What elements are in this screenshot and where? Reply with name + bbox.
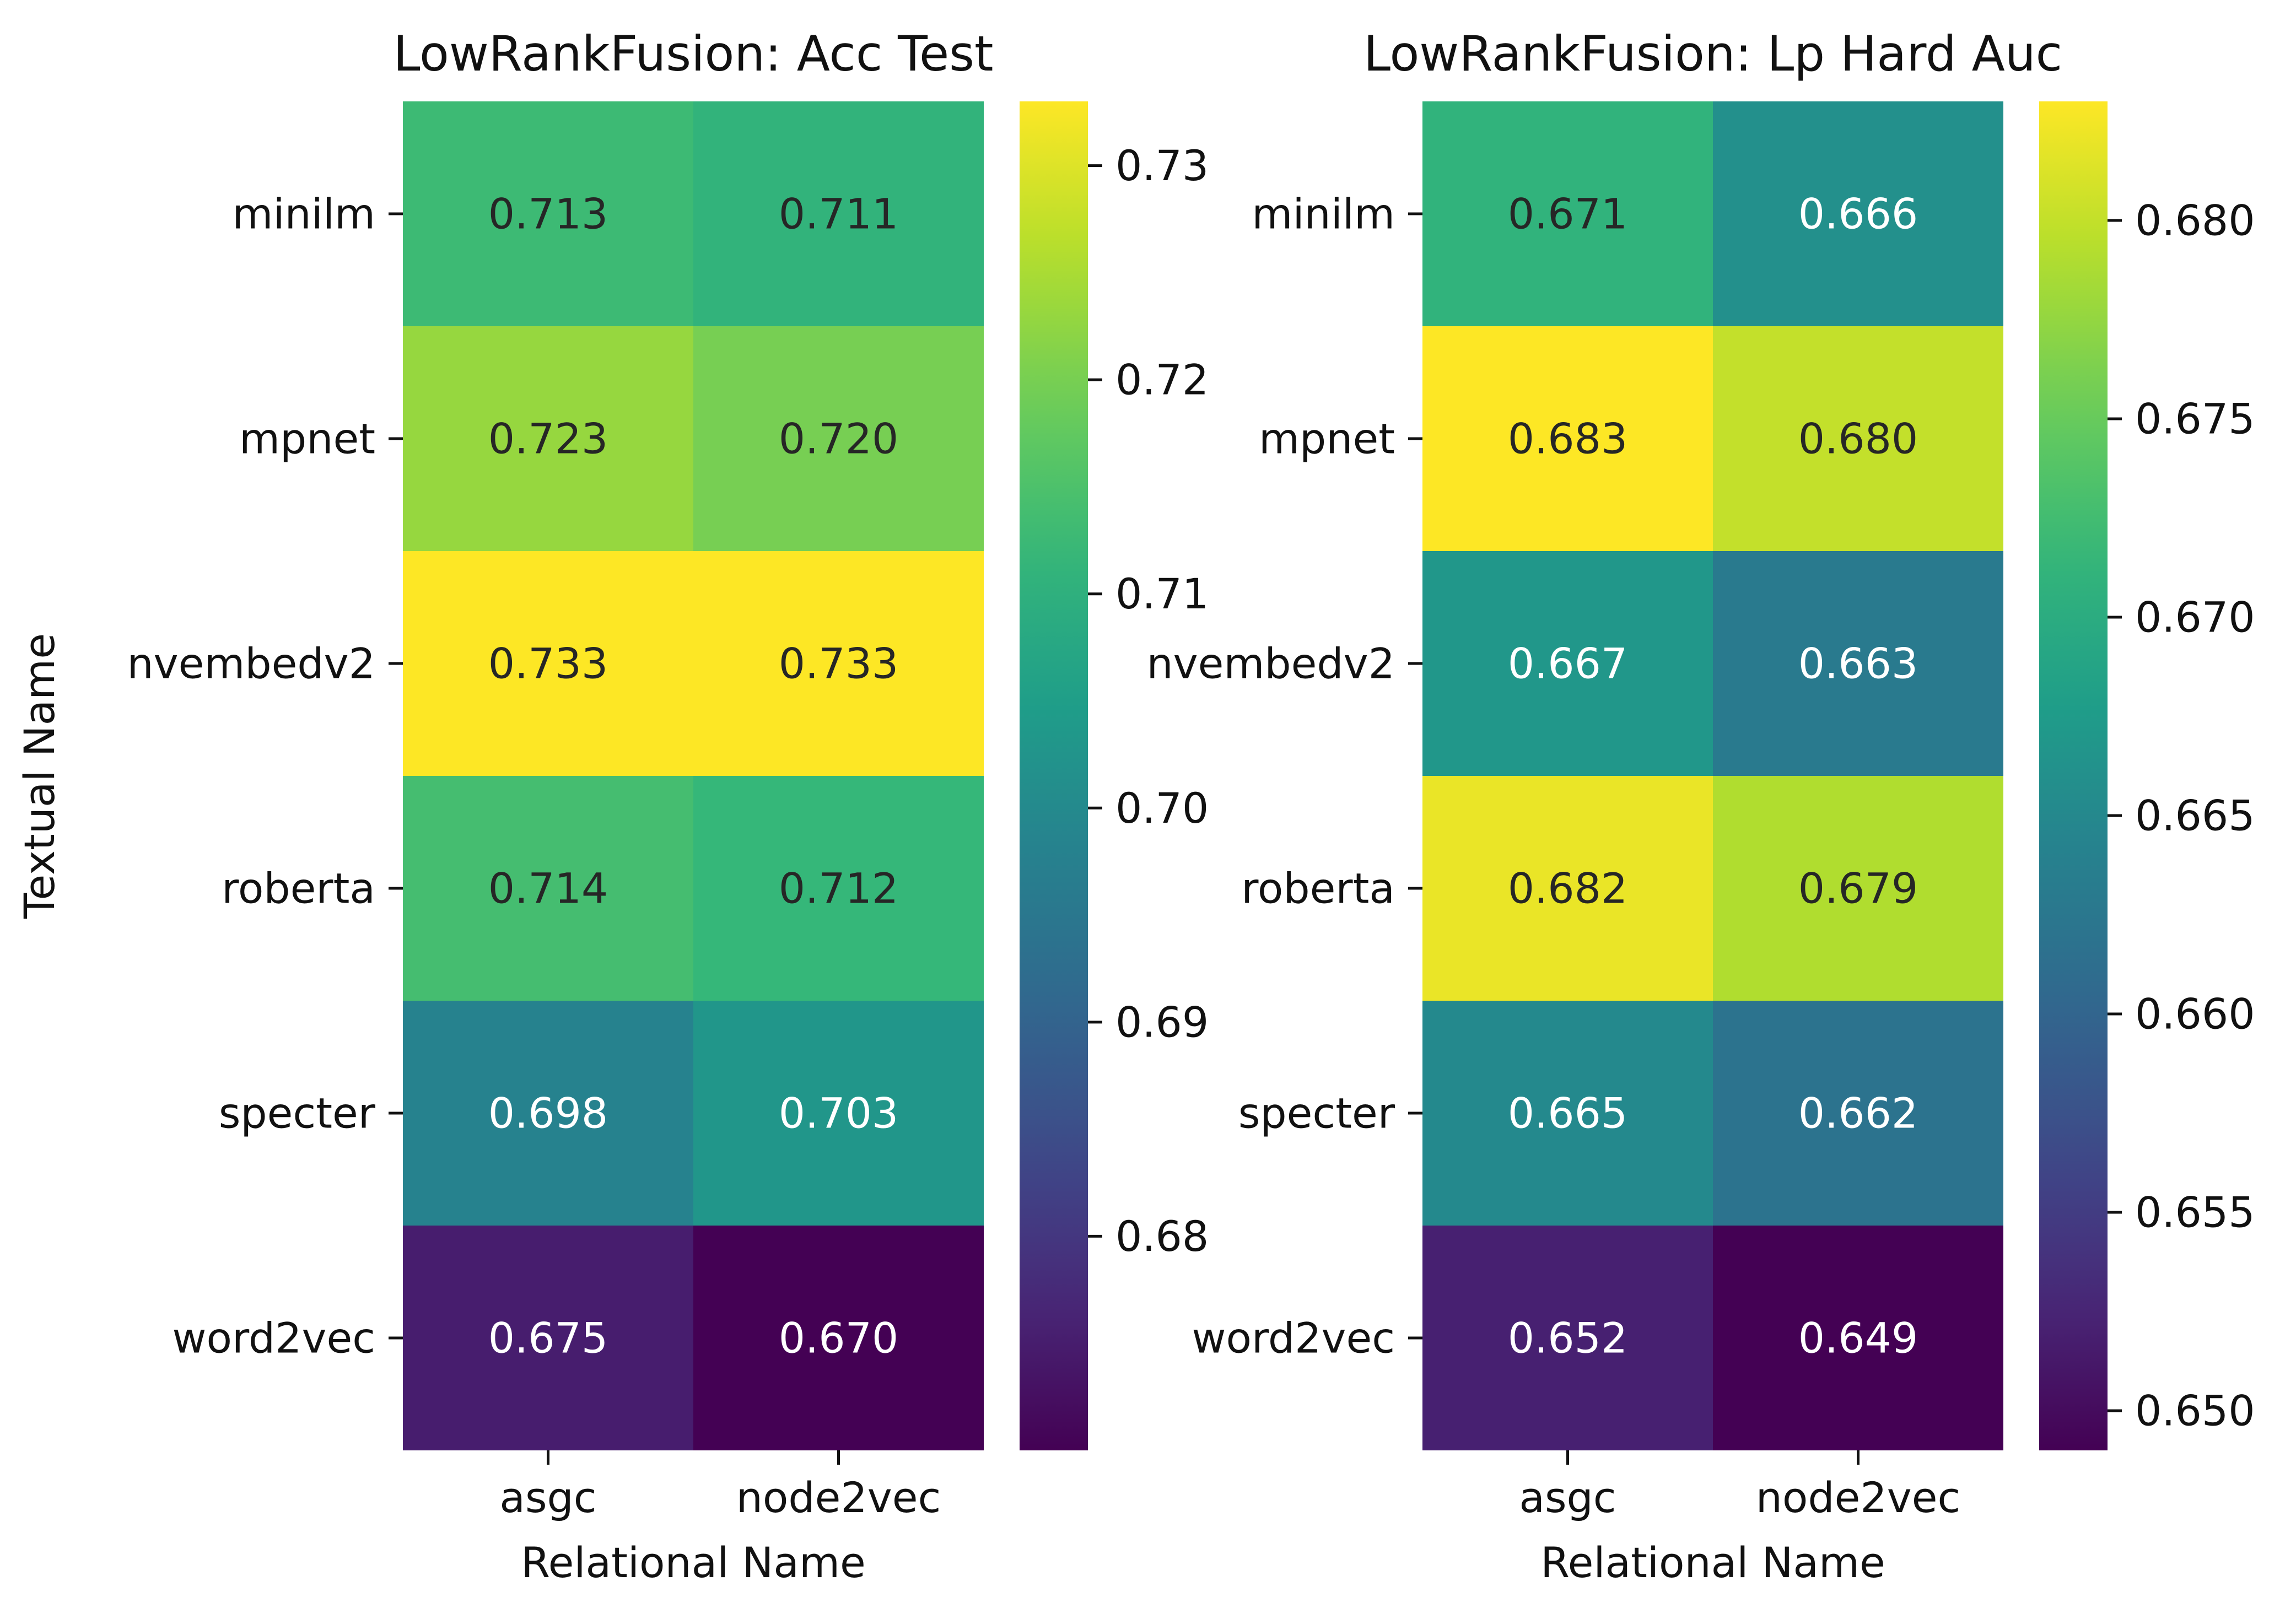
- colorbar-tick-label: 0.73: [1115, 141, 1209, 190]
- heatmap-cell: [1713, 326, 2003, 551]
- colorbar-tick-label: 0.675: [2135, 395, 2255, 444]
- heatmap-cell: [1422, 101, 1713, 326]
- cell-value-label: 0.733: [779, 639, 899, 688]
- heatmap-cell: [693, 1001, 984, 1226]
- y-tick-label: roberta: [1241, 864, 1395, 913]
- cell-value-label: 0.703: [779, 1089, 899, 1138]
- cell-value-label: 0.723: [488, 414, 608, 463]
- colorbar-tick-label: 0.69: [1115, 997, 1209, 1046]
- heatmap-cell: [1713, 776, 2003, 1001]
- y-tick-label: roberta: [222, 864, 375, 913]
- y-tick-label: nvembedv2: [1146, 639, 1395, 688]
- cell-value-label: 0.662: [1798, 1089, 1918, 1138]
- cell-value-label: 0.712: [779, 864, 899, 913]
- heatmap-cell: [1422, 551, 1713, 776]
- heatmap-cell: [403, 1001, 693, 1226]
- chart-title: LowRankFusion: Acc Test: [394, 25, 994, 82]
- heatmap-cell: [1422, 326, 1713, 551]
- heatmap-cell: [1713, 551, 2003, 776]
- cell-value-label: 0.711: [779, 190, 899, 239]
- y-tick-label: word2vec: [1192, 1314, 1395, 1363]
- cell-value-label: 0.667: [1508, 639, 1628, 688]
- y-tick-label: mpnet: [1259, 414, 1395, 463]
- y-tick-label: word2vec: [172, 1314, 375, 1363]
- colorbar: [1020, 101, 1088, 1450]
- x-tick-label: node2vec: [1756, 1473, 1961, 1522]
- colorbar-tick-label: 0.72: [1115, 355, 1209, 404]
- colorbar-tick-label: 0.655: [2135, 1188, 2255, 1237]
- heatmap-cell: [1422, 776, 1713, 1001]
- colorbar-tick-label: 0.680: [2135, 196, 2255, 245]
- cell-value-label: 0.671: [1508, 190, 1628, 239]
- heatmap-panel-acc-test: LowRankFusion: Acc Test 0.713 0.711 0.723 0.…: [15, 25, 1209, 1587]
- y-tick-label: specter: [1238, 1089, 1395, 1138]
- heatmap-cell: [1713, 1226, 2003, 1450]
- y-tick-label: specter: [219, 1089, 376, 1138]
- x-axis-label: Relational Name: [521, 1538, 865, 1587]
- y-tick-label: mpnet: [239, 414, 375, 463]
- cell-value-label: 0.675: [488, 1314, 608, 1363]
- heatmap-cell: [1713, 101, 2003, 326]
- x-tick-label: asgc: [499, 1473, 596, 1522]
- y-tick-label: minilm: [232, 190, 375, 239]
- colorbar-tick-label: 0.670: [2135, 593, 2255, 642]
- heatmap-panel-lp-hard-auc: LowRankFusion: Lp Hard Auc 0.671 0.666 0.68…: [1146, 25, 2255, 1587]
- heatmap-cell: [693, 776, 984, 1001]
- cell-value-label: 0.663: [1798, 639, 1918, 688]
- heatmap-cell: [1422, 1226, 1713, 1450]
- cell-value-label: 0.698: [488, 1089, 608, 1138]
- x-axis-label: Relational Name: [1540, 1538, 1885, 1587]
- cell-value-label: 0.670: [779, 1314, 899, 1363]
- cell-value-label: 0.682: [1508, 864, 1628, 913]
- heatmap-cell: [403, 776, 693, 1001]
- heatmap-cell: [403, 101, 693, 326]
- cell-value-label: 0.713: [488, 190, 608, 239]
- colorbar-tick-label: 0.70: [1115, 784, 1209, 833]
- heatmap-cell: [693, 1226, 984, 1450]
- cell-value-label: 0.733: [488, 639, 608, 688]
- cell-value-label: 0.679: [1798, 864, 1918, 913]
- colorbar-tick-label: 0.660: [2135, 990, 2255, 1039]
- heatmap-cell: [403, 1226, 693, 1450]
- cell-value-label: 0.666: [1798, 190, 1918, 239]
- colorbar-tick-label: 0.665: [2135, 791, 2255, 840]
- chart-title: LowRankFusion: Lp Hard Auc: [1363, 25, 2062, 82]
- colorbar-tick-label: 0.68: [1115, 1212, 1209, 1261]
- cell-value-label: 0.649: [1798, 1314, 1918, 1363]
- heatmap-cell: [1713, 1001, 2003, 1226]
- cell-value-label: 0.680: [1798, 414, 1918, 463]
- heatmap-cell: [1422, 1001, 1713, 1226]
- cell-value-label: 0.652: [1508, 1314, 1628, 1363]
- x-tick-label: node2vec: [736, 1473, 941, 1522]
- cell-value-label: 0.683: [1508, 414, 1628, 463]
- y-axis-label: Textual Name: [15, 633, 64, 919]
- heatmap-cell: [693, 551, 984, 776]
- y-tick-label: minilm: [1252, 190, 1395, 239]
- colorbar-tick-label: 0.650: [2135, 1386, 2255, 1435]
- heatmap-cell: [693, 101, 984, 326]
- x-tick-label: asgc: [1519, 1473, 1616, 1522]
- cell-value-label: 0.714: [488, 864, 608, 913]
- heatmap-cell: [403, 551, 693, 776]
- y-tick-label: nvembedv2: [127, 639, 375, 688]
- colorbar-tick-label: 0.71: [1115, 569, 1209, 618]
- cell-value-label: 0.665: [1508, 1089, 1628, 1138]
- cell-value-label: 0.720: [779, 414, 899, 463]
- heatmap-cell: [403, 326, 693, 551]
- colorbar: [2039, 101, 2108, 1450]
- heatmap-cell: [693, 326, 984, 551]
